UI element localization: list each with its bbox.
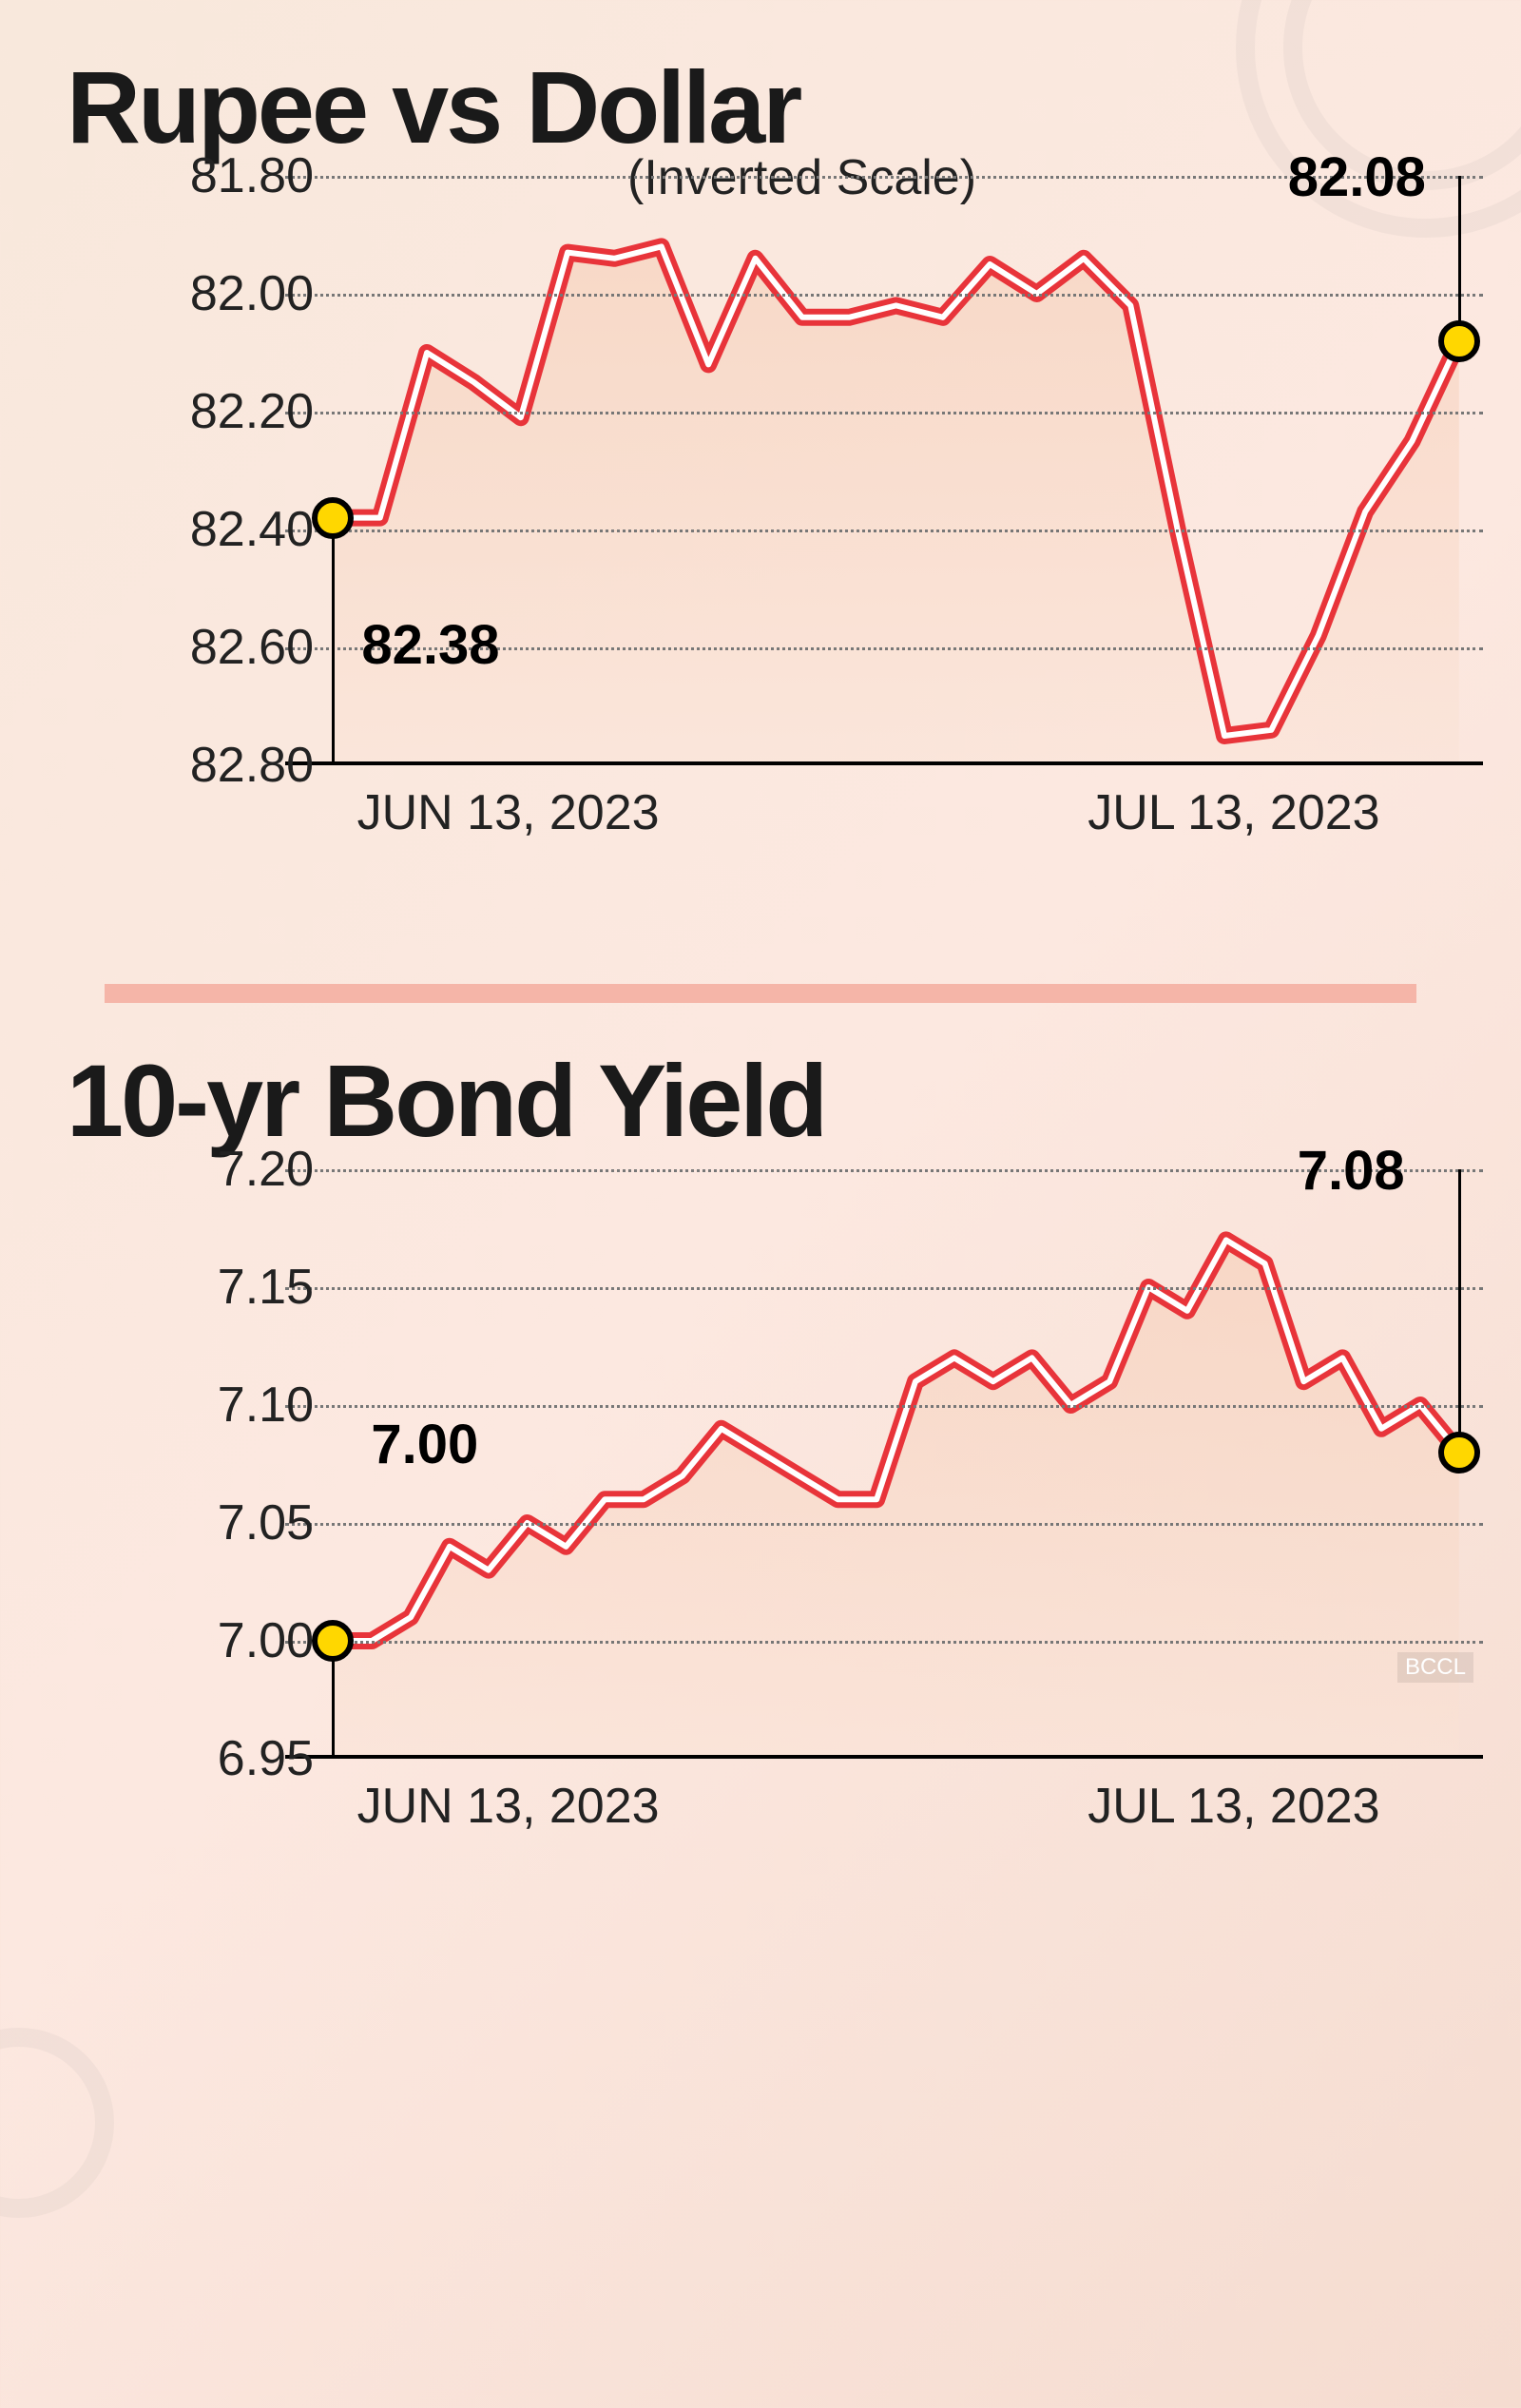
- gridline: [285, 1641, 1483, 1644]
- y-tick-label: 82.60: [143, 619, 314, 676]
- chart2-xlabel-start: JUN 13, 2023: [357, 1778, 660, 1835]
- chart-divider: [105, 984, 1416, 1003]
- y-tick-label: 7.05: [143, 1494, 314, 1551]
- chart1-xlabel-start: JUN 13, 2023: [357, 784, 660, 841]
- y-tick-label: 7.20: [143, 1141, 314, 1198]
- y-tick-label: 7.10: [143, 1377, 314, 1434]
- gridline: [285, 1287, 1483, 1290]
- gridline: [285, 412, 1483, 414]
- y-tick-label: 7.00: [143, 1612, 314, 1669]
- y-tick-label: 82.20: [143, 383, 314, 440]
- credit-label: BCCL: [1397, 1652, 1473, 1683]
- chart2-xlabel-end: JUL 13, 2023: [1088, 1778, 1379, 1835]
- y-tick-label: 82.00: [143, 265, 314, 322]
- start-annotation: 7.00: [371, 1413, 478, 1476]
- end-annotation: 82.08: [1288, 145, 1426, 209]
- start-vline: [332, 518, 335, 765]
- chart1-xlabel-end: JUL 13, 2023: [1088, 784, 1379, 841]
- y-tick-label: 7.15: [143, 1259, 314, 1316]
- end-marker: [1438, 320, 1480, 362]
- gridline: [285, 1405, 1483, 1408]
- start-annotation: 82.38: [361, 613, 499, 677]
- chart2-x-axis: [285, 1755, 1483, 1759]
- gridline: [285, 1523, 1483, 1526]
- end-annotation: 7.08: [1298, 1139, 1405, 1203]
- chart1-plot: (Inverted Scale) JUN 13, 2023 JUL 13, 20…: [285, 176, 1483, 765]
- start-marker: [312, 1620, 354, 1662]
- end-vline: [1458, 1169, 1461, 1453]
- y-tick-label: 6.95: [143, 1730, 314, 1787]
- chart2-plot: JUN 13, 2023 JUL 13, 2023 BCCL 7.207.157…: [285, 1169, 1483, 1759]
- rupee-dollar-chart: Rupee vs Dollar (Inverted Scale) JUN 13,…: [67, 48, 1454, 841]
- end-marker: [1438, 1432, 1480, 1474]
- gridline: [285, 530, 1483, 532]
- bond-yield-chart: 10-yr Bond Yield JUN 13, 2023 JUL 13, 20…: [67, 1041, 1454, 1835]
- end-vline: [1458, 176, 1461, 341]
- y-tick-label: 81.80: [143, 147, 314, 204]
- start-marker: [312, 497, 354, 539]
- gridline: [285, 294, 1483, 297]
- chart1-x-axis: [285, 761, 1483, 765]
- y-tick-label: 82.40: [143, 501, 314, 558]
- y-tick-label: 82.80: [143, 737, 314, 794]
